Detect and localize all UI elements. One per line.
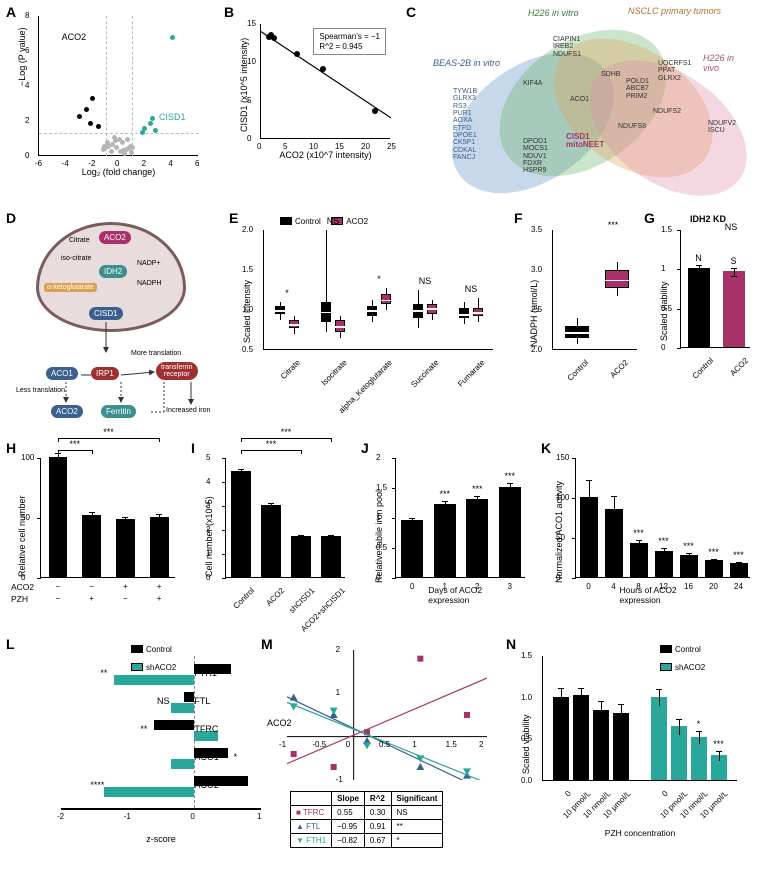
panel-e: E Control ACO2 Scaled intensity 0.51.01.…	[235, 210, 493, 350]
stats-inset: Spearman's = −1 R^2 = 0.945	[313, 28, 386, 55]
panel-a-ylabel: −Log (P value)	[17, 27, 27, 86]
boxplot-e: Scaled intensity 0.51.01.52.0Citrate*Iso…	[263, 230, 493, 350]
panel-e-label: E	[229, 210, 238, 226]
panel-f-label: F	[514, 210, 523, 226]
panel-m-label: M	[261, 636, 273, 652]
panel-b-ylabel: CISD1 (x10^5 intensity)	[239, 38, 249, 132]
panel-l: L Control shACO2 z-score -2-101FTH1**FTL…	[6, 636, 261, 826]
pathway-arrows	[16, 222, 226, 427]
panel-c-label: C	[406, 4, 416, 20]
panel-n-xlabel: PZH concentration	[605, 828, 675, 838]
panel-l-label: L	[6, 636, 15, 652]
volcano-plot: -6-4-2024602468ACO2CISD1 −Log (P value) …	[38, 16, 198, 156]
panel-j-ylabel: Relative labile iron pool	[374, 490, 384, 583]
panel-a-xlabel: Log₂ (fold change)	[82, 167, 156, 177]
panel-k-label: K	[541, 440, 551, 456]
barchart-k: Normalized ACO1 activity Hours of ACO2 e…	[575, 458, 750, 578]
stats-table-m: SlopeR^2Significant■ TFRC0.550.30NS▲ FTL…	[290, 791, 443, 848]
legend-l-control: Control	[131, 645, 172, 654]
panel-i: I Cell number (x10^5) 012345ControlACO2s…	[195, 440, 345, 578]
diverging-bars-l: z-score -2-101FTH1**FTLNSTFRC**ACO1*ACO2…	[61, 656, 261, 826]
spearman-text: Spearman's = −1	[319, 32, 380, 42]
panel-a: A -6-4-2024602468ACO2CISD1 −Log (P value…	[8, 6, 198, 156]
legend-control: Control	[280, 217, 321, 226]
venn-diagram: BEAS-2B in vitroH226 in vitroNSCLC prima…	[418, 8, 748, 208]
panel-n-label: N	[506, 636, 516, 652]
barchart-n: Scaled viability PZH concentration 0.00.…	[542, 656, 737, 781]
panel-g-title: IDH2 KD	[690, 214, 726, 224]
panel-b-label: B	[224, 4, 234, 20]
panel-j: J Relative labile iron pool Days of ACO2…	[365, 440, 525, 578]
barchart-j: Relative labile iron pool Days of ACO2 e…	[395, 458, 525, 578]
panel-k: K Normalized ACO1 activity Hours of ACO2…	[545, 440, 750, 578]
panel-m: M ACO2 -1-0.500.511.52-112 SlopeR^2Signi…	[265, 636, 487, 780]
panel-j-xlabel: Days of ACO2 expression	[428, 585, 493, 605]
barchart-g: Scaled viability 00.511.5ControlNACO2SNS	[680, 230, 750, 348]
panel-h: H Relative cell number 050100******−−++−…	[6, 440, 175, 578]
panel-b: B 0510152025051015 Spearman's = −1 R^2 =…	[230, 6, 390, 139]
panel-l-xlabel: z-score	[146, 834, 176, 844]
panel-d: D ACO2 Citrate iso-citrate IDH2 NADP+ NA…	[6, 210, 226, 427]
barchart-h: Relative cell number 050100******−−++−+−…	[40, 458, 175, 578]
panel-d-label: D	[6, 210, 16, 226]
pathway-diagram: ACO2 Citrate iso-citrate IDH2 NADP+ NADP…	[16, 222, 226, 427]
panel-h-label: H	[6, 440, 16, 456]
panel-g-label: G	[644, 210, 655, 226]
panel-f: F NADPH (µmol/L) 2.02.53.03.5ControlACO2…	[520, 210, 637, 350]
scatter-b: 0510152025051015 Spearman's = −1 R^2 = 0…	[260, 24, 390, 139]
legend-n-control: Control	[660, 645, 701, 654]
panel-g: G IDH2 KD Scaled viability 00.511.5Contr…	[650, 210, 750, 348]
panel-n-ylabel: Scaled viability	[521, 714, 531, 774]
panel-j-label: J	[361, 440, 369, 456]
r2-text: R^2 = 0.945	[319, 42, 380, 52]
panel-i-label: I	[191, 440, 195, 456]
panel-n: N Control shACO2 Scaled viability PZH co…	[510, 636, 737, 781]
panel-h-ylabel: Relative cell number	[17, 495, 27, 577]
figure-container: A -6-4-2024602468ACO2CISD1 −Log (P value…	[0, 0, 758, 871]
boxplot-f: NADPH (µmol/L) 2.02.53.03.5ControlACO2**…	[552, 230, 637, 350]
panel-a-label: A	[6, 4, 16, 20]
barchart-i: Cell number (x10^5) 012345ControlACO2shC…	[225, 458, 345, 578]
scatter-m: ACO2 -1-0.500.511.52-112	[287, 650, 487, 780]
panel-c: C BEAS-2B in vitroH226 in vitroNSCLC pri…	[410, 0, 748, 208]
panel-b-xlabel: ACO2 (x10^7 intensity)	[279, 150, 371, 160]
